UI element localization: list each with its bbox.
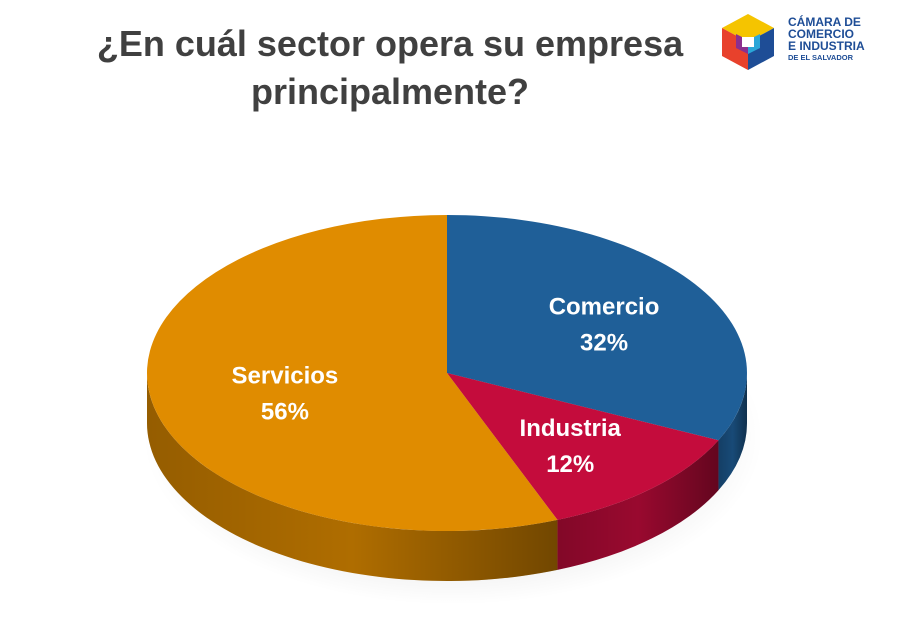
pie-slice-comercio [447,215,747,441]
logo-line-1: CÁMARA DE [788,15,861,29]
logo-facet-center [742,37,754,47]
pie-side-shade-industria [557,440,719,570]
camara-logo: CÁMARA DE COMERCIO E INDUSTRIA DE EL SAL… [716,10,886,74]
pie-slice-industria [447,373,719,520]
value-comercio: 32% [580,330,628,357]
label-industria: Industria [520,415,622,442]
logo-line-4: DE EL SALVADOR [788,53,854,62]
camara-logo-icon [722,14,774,70]
title-line-1: ¿En cuál sector opera su empresa [96,23,684,64]
pie-slice-servicios [147,215,558,531]
value-servicios: 56% [261,398,309,425]
label-servicios: Servicios [232,362,339,389]
logo-line-2: COMERCIO [788,27,854,41]
label-comercio: Comercio [549,294,660,321]
pie-side-shade-servicios [147,373,558,581]
pie-side-shade-comercio [718,373,747,491]
chart-title: ¿En cuál sector opera su empresa princip… [20,20,760,116]
logo-text: CÁMARA DE COMERCIO E INDUSTRIA DE EL SAL… [788,16,865,63]
value-industria: 12% [546,451,594,478]
title-line-2: principalmente? [250,71,530,112]
logo-line-3: E INDUSTRIA [788,39,865,53]
